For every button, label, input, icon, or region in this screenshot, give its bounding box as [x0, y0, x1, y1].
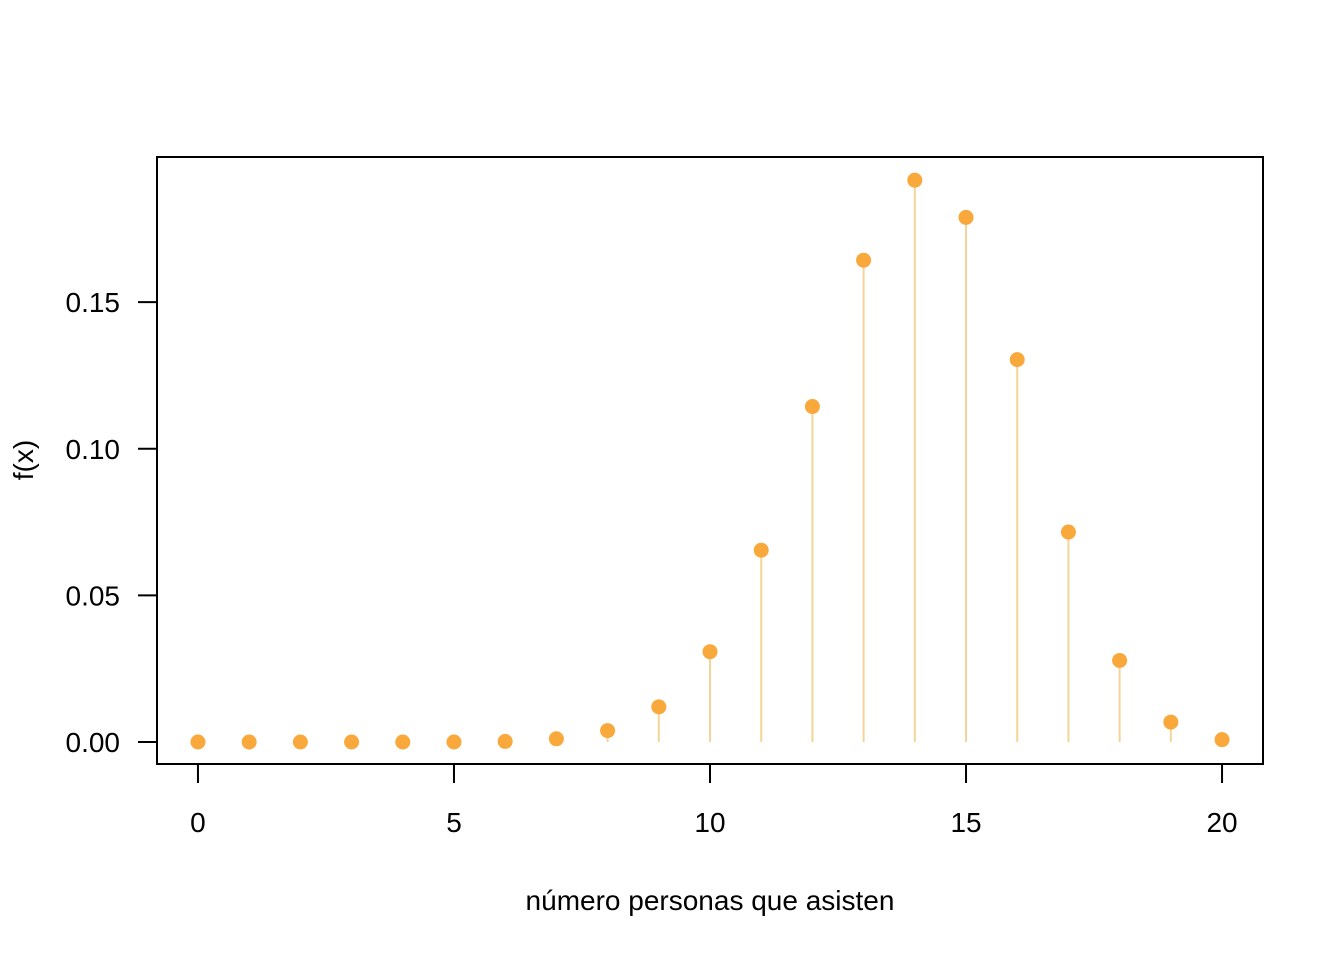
data-point — [651, 699, 667, 715]
x-axis-label: número personas que asisten — [526, 885, 895, 916]
data-point — [907, 172, 923, 188]
y-tick-label: 0.05 — [66, 580, 121, 611]
x-tick-label: 0 — [190, 807, 206, 838]
data-point — [1163, 714, 1179, 730]
data-point — [344, 734, 360, 750]
y-tick-label: 0.00 — [66, 727, 121, 758]
data-point — [446, 734, 462, 750]
x-tick-label: 20 — [1206, 807, 1237, 838]
data-point — [190, 734, 206, 750]
x-tick-label: 10 — [694, 807, 725, 838]
data-point — [702, 644, 718, 660]
y-axis-label: f(x) — [8, 440, 39, 480]
data-point — [292, 734, 308, 750]
y-tick-label: 0.15 — [66, 287, 121, 318]
x-tick-label: 15 — [950, 807, 981, 838]
data-point — [241, 734, 257, 750]
data-points — [190, 172, 1230, 750]
data-point — [958, 209, 974, 225]
data-point — [1009, 352, 1025, 368]
data-point — [497, 733, 513, 749]
y-axis: 0.00 0.05 0.10 0.15 — [66, 287, 158, 758]
data-point — [1214, 732, 1230, 748]
data-point — [600, 723, 616, 739]
data-point — [804, 399, 820, 415]
x-axis: 0 5 10 15 20 — [190, 763, 1238, 838]
data-point — [1060, 524, 1076, 540]
data-point — [395, 734, 411, 750]
y-tick-label: 0.10 — [66, 434, 121, 465]
data-point — [1112, 652, 1128, 668]
data-point — [753, 542, 769, 558]
x-tick-label: 5 — [446, 807, 462, 838]
data-point — [548, 731, 564, 747]
data-point — [856, 252, 872, 268]
